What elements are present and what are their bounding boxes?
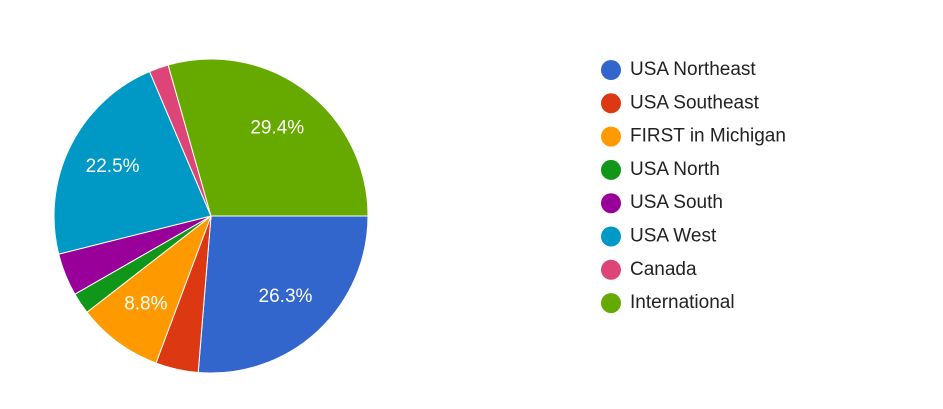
- legend-swatch: [601, 226, 621, 247]
- legend-label: FIRST in Michigan: [630, 126, 786, 147]
- legend-label: International: [630, 292, 735, 313]
- legend-label: USA Southeast: [630, 92, 760, 113]
- legend-swatch: [601, 293, 621, 314]
- legend-label: USA West: [630, 226, 717, 247]
- legend-swatch: [601, 259, 621, 280]
- legend-label: USA South: [630, 192, 723, 213]
- pie-slice: [167, 58, 369, 217]
- pie-slice: [197, 215, 369, 374]
- legend-swatch: [601, 60, 621, 80]
- pie-slice: [86, 214, 213, 364]
- legend-label: USA Northeast: [630, 59, 756, 80]
- legend-label: USA North: [630, 159, 720, 180]
- legend-swatch: [601, 193, 621, 214]
- legend-swatch: [601, 126, 621, 147]
- legend-label: Canada: [630, 259, 697, 280]
- data-label: 22.5%: [86, 156, 140, 177]
- data-label: 8.8%: [124, 294, 167, 315]
- data-label: 29.4%: [250, 117, 304, 138]
- pie-slice: [53, 70, 212, 255]
- legend-swatch: [601, 93, 621, 114]
- legend-swatch: [601, 159, 621, 180]
- data-label: 26.3%: [259, 286, 313, 307]
